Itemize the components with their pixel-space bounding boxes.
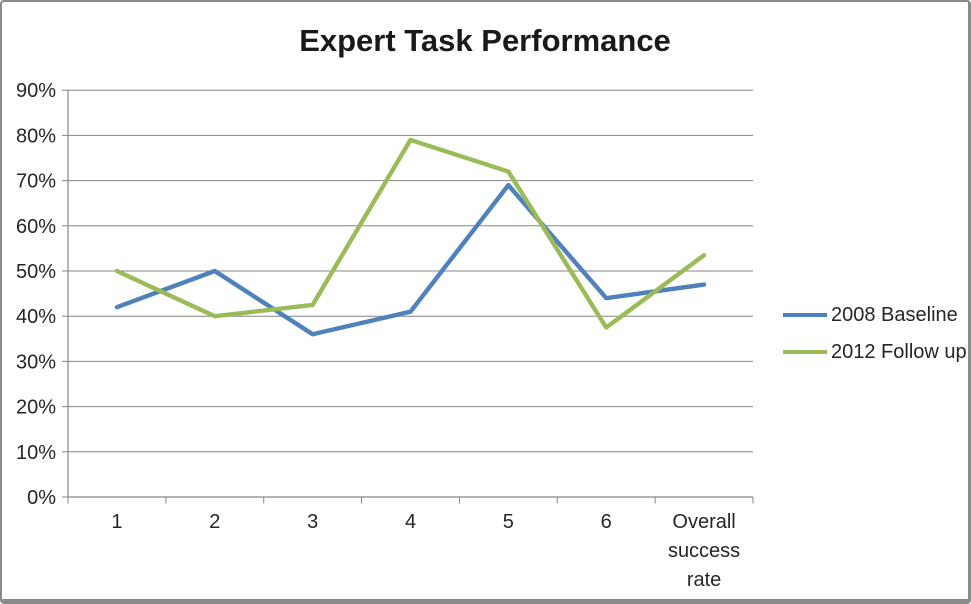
y-axis-label: 20%: [16, 397, 56, 419]
x-axis-label: 2: [209, 511, 220, 533]
legend-line-sample-2008-baseline: [783, 313, 827, 317]
legend-item-2012-follow-up[interactable]: 2012 Follow up: [783, 338, 967, 366]
x-axis-label: 6: [601, 511, 612, 533]
series-line-2008-baseline[interactable]: [114, 182, 707, 337]
y-axis-label: 80%: [16, 125, 56, 147]
chart-title: Expert Task Performance: [299, 23, 671, 58]
y-axis-label: 70%: [16, 171, 56, 193]
x-axis-label: 3: [307, 511, 318, 533]
y-axis-label: 60%: [16, 216, 56, 238]
y-axis-label: 10%: [16, 442, 56, 464]
y-axis-label: 0%: [27, 487, 56, 509]
series-line-2012-follow-up[interactable]: [114, 137, 707, 330]
y-axis-label: 40%: [16, 306, 56, 328]
y-axis-label: 30%: [16, 351, 56, 373]
legend: 2008 Baseline 2012 Follow up: [783, 301, 967, 375]
legend-label-2008-baseline: 2008 Baseline: [831, 303, 958, 326]
x-axis-label: 4: [405, 511, 416, 533]
legend-label-2012-follow-up: 2012 Follow up: [831, 340, 967, 363]
legend-line-sample-2012-follow-up: [783, 350, 827, 354]
legend-item-2008-baseline[interactable]: 2008 Baseline: [783, 301, 967, 329]
x-axis-label: Overall success rate: [668, 511, 740, 591]
x-axis-label: 5: [503, 511, 514, 533]
y-axis-label: 50%: [16, 261, 56, 283]
y-axis-label: 90%: [16, 80, 56, 102]
x-axis-label: 1: [111, 511, 122, 533]
